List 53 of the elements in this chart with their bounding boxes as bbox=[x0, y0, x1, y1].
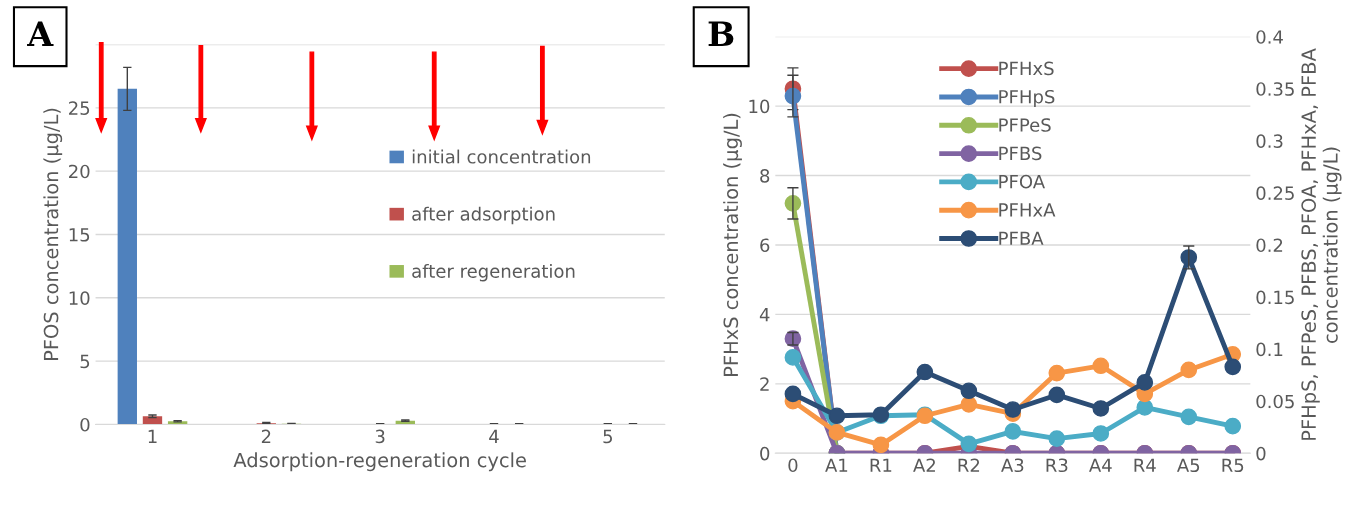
y-tick-label: 10 bbox=[749, 99, 770, 114]
y2-tick-label: 0.1 bbox=[1256, 342, 1283, 357]
y2-tick-label: 0 bbox=[1256, 446, 1266, 461]
y-tick-label: 0 bbox=[80, 417, 90, 432]
legend-label: PFPeS bbox=[999, 118, 1051, 132]
y2-tick-label: 0.15 bbox=[1256, 290, 1294, 305]
x-tick-label: 4 bbox=[489, 429, 499, 444]
y-tick-label: 25 bbox=[69, 101, 90, 115]
legend-label: PFBA bbox=[999, 231, 1044, 245]
y2-tick-label: 0.25 bbox=[1256, 186, 1294, 201]
y2-tick-label: 0.3 bbox=[1256, 134, 1283, 148]
y2-axis-title: PFHpS, PFPeS, PFBS, PFOA, PFHxA, PFBA concentration (µg/L) bbox=[1301, 48, 1342, 440]
legend-label: PFOA bbox=[999, 174, 1045, 189]
legend-label: after regeneration bbox=[412, 263, 575, 282]
x-tick-label: 2 bbox=[261, 429, 271, 444]
x-tick-label: A1 bbox=[825, 458, 848, 472]
y-tick-label: 20 bbox=[69, 164, 90, 179]
legend-label: PFHxS bbox=[999, 61, 1054, 76]
x-tick-label: 1 bbox=[148, 429, 157, 444]
x-tick-label: R3 bbox=[1046, 458, 1068, 473]
y-tick-label: 5 bbox=[80, 354, 90, 369]
y2-tick-label: 0.2 bbox=[1256, 238, 1283, 253]
y2-tick-label: 0.4 bbox=[1256, 30, 1283, 44]
y-axis-title: PFHxS concentration (µg/L) bbox=[723, 113, 742, 376]
y-tick-label: 10 bbox=[69, 291, 90, 305]
legend-label: after adsorption bbox=[412, 206, 555, 225]
x-tick-label: A3 bbox=[1001, 458, 1024, 473]
x-tick-label: A4 bbox=[1089, 458, 1112, 472]
y-tick-label: 6 bbox=[760, 238, 770, 253]
y-tick-label: 4 bbox=[759, 308, 770, 322]
legend-label: PFBS bbox=[999, 146, 1042, 161]
y-tick-label: 15 bbox=[69, 228, 90, 242]
x-tick-label: R1 bbox=[870, 458, 892, 472]
y2-tick-label: 0.05 bbox=[1256, 394, 1294, 409]
y-tick-label: 8 bbox=[760, 169, 770, 183]
legend-label: PFHpS bbox=[999, 89, 1055, 108]
y-axis-title: PFOS concentration (µg/L) bbox=[43, 108, 63, 361]
legend-label: initial concentration bbox=[412, 149, 591, 164]
x-tick-label: A2 bbox=[913, 458, 935, 472]
x-axis-title: Adsorption-regeneration cycle bbox=[233, 452, 526, 472]
x-tick-label: R2 bbox=[958, 458, 980, 472]
text: A bbox=[27, 21, 54, 46]
x-tick-label: 0 bbox=[788, 458, 798, 473]
legend-label: PFHxA bbox=[999, 203, 1056, 217]
y-tick-label: 0 bbox=[760, 446, 770, 461]
text: B bbox=[708, 21, 734, 46]
x-tick-label: R5 bbox=[1222, 458, 1244, 473]
y-tick-label: 2 bbox=[760, 377, 769, 391]
x-tick-label: 3 bbox=[375, 429, 385, 444]
x-tick-label: A5 bbox=[1176, 458, 1200, 473]
x-tick-label: R4 bbox=[1134, 458, 1156, 472]
y2-tick-label: 0.35 bbox=[1256, 82, 1294, 96]
x-tick-label: 5 bbox=[603, 429, 612, 444]
